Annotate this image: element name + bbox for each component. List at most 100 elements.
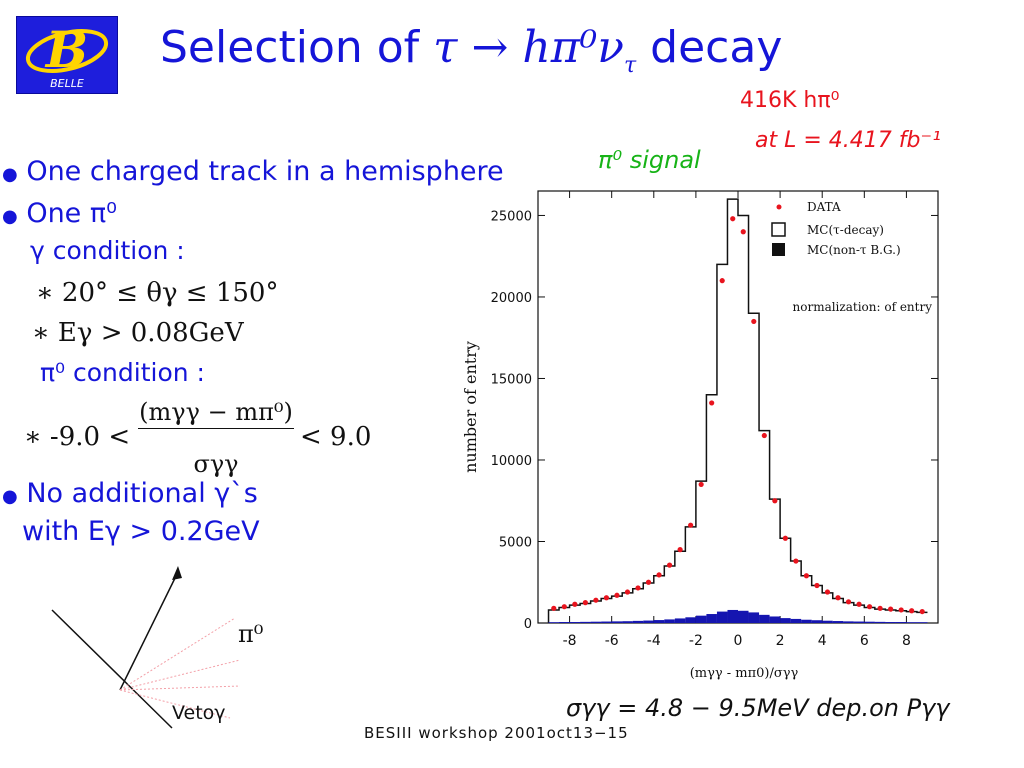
series-data-point <box>898 607 904 613</box>
gamma-condition-head: γ condition : <box>30 236 185 265</box>
footer: BESIII workshop 2001oct13−15 <box>364 724 629 742</box>
series-data-point <box>909 608 915 614</box>
series-data-point <box>845 599 852 605</box>
series-mc-bg-bar <box>716 611 728 623</box>
belle-logo-icon: B BELLE <box>25 20 109 90</box>
series-mc-bg-bar <box>601 621 612 623</box>
pi0-condition-numerator: (mγγ − mπ⁰) <box>138 398 294 429</box>
pi0-diagram-label: π⁰ <box>238 620 264 648</box>
series-data-point <box>793 558 799 564</box>
series-mc-bg-bar <box>653 620 665 623</box>
series-mc-bg-bar <box>664 619 675 623</box>
bullet-dot-icon: ● <box>2 206 18 227</box>
series-mc-bg-bar <box>590 621 602 623</box>
series-mc-bg-bar <box>906 622 917 623</box>
series-data-point <box>803 573 810 579</box>
pi0-direction-line <box>119 571 179 691</box>
pi0-condition-rhs: < 9.0 <box>300 422 372 452</box>
series-mc-bg-bar <box>822 620 833 623</box>
gamma-angle-condition: ∗ 20° ≤ θγ ≤ 150° <box>36 278 279 308</box>
bullet-dot-icon: ● <box>2 486 18 507</box>
legend-data: DATA <box>807 200 841 214</box>
legend-marker-mc-bg <box>772 243 785 256</box>
series-mc-bg-bar <box>611 621 623 623</box>
series-mc-bg-bar <box>643 620 654 623</box>
series-mc-bg-bar <box>801 619 812 623</box>
y-tick-label: 20000 <box>491 291 532 306</box>
pi0-signal-label: π⁰ signal <box>598 146 701 174</box>
series-mc-bg-bar <box>727 609 738 623</box>
x-tick-label: -8 <box>563 633 577 649</box>
x-tick-label: 8 <box>902 633 911 649</box>
series-data-point <box>856 601 862 607</box>
series-data-point <box>740 229 746 235</box>
series-mc-bg-bar <box>569 622 581 623</box>
photon-line <box>119 689 231 719</box>
series-mc-bg-bar <box>811 620 823 623</box>
veto-label: Vetoγ <box>172 702 226 724</box>
series-data-point <box>688 522 694 528</box>
series-data-point <box>824 589 831 595</box>
legend-marker-data <box>776 204 782 210</box>
series-mc-bg-bar <box>674 618 686 623</box>
series-data-point <box>635 585 641 591</box>
x-tick-label: -6 <box>605 633 619 649</box>
pi0-condition-head: π⁰ condition : <box>40 358 205 387</box>
title-main: Selection of <box>160 22 420 73</box>
series-data-point <box>877 605 883 611</box>
series-mc-bg-bar <box>895 622 907 623</box>
series-mc-bg-bar <box>759 614 770 623</box>
series-data-point <box>582 600 588 606</box>
veto-diagram <box>51 566 241 729</box>
title-decay: τ → hπ⁰ν <box>433 22 624 73</box>
series-mc-bg-bar <box>738 610 749 623</box>
svg-text:BELLE: BELLE <box>50 77 84 90</box>
legend-mc-bg: MC(non-τ B.G.) <box>807 243 901 257</box>
y-tick-label: 0 <box>524 617 532 632</box>
series-mc-bg-bar <box>780 618 791 623</box>
y-tick-label: 25000 <box>491 209 532 224</box>
series-data-point <box>624 589 631 595</box>
x-tick-label: 0 <box>734 633 743 649</box>
legend-marker-mc-tau <box>771 222 786 237</box>
series-data-point <box>772 498 778 504</box>
arrow-head-icon <box>172 566 182 580</box>
bullet-no-additional: ● No additional γ`s <box>2 478 258 509</box>
bullet-dot-icon: ● <box>2 164 18 185</box>
y-tick-label: 15000 <box>491 372 532 387</box>
series-data-point <box>782 535 788 541</box>
photon-line <box>119 617 236 691</box>
pi0-condition-denominator: σγγ <box>193 450 239 478</box>
sigma-resolution-note: σγγ = 4.8 − 9.5MeV dep.on Pγγ <box>566 694 950 722</box>
y-tick-label: 5000 <box>499 535 532 550</box>
belle-logo: B BELLE <box>16 16 118 94</box>
legend-mc-tau: MC(τ-decay) <box>807 223 884 237</box>
y-tick-label: 10000 <box>491 454 532 469</box>
series-data-point <box>751 318 757 325</box>
series-data-point <box>593 597 599 603</box>
x-tick-label: -4 <box>647 633 661 649</box>
series-mc-bg-bar <box>853 621 865 623</box>
series-mc-bg-bar <box>790 618 802 623</box>
series-mc-bg-bar <box>916 622 928 623</box>
series-data-point <box>835 595 841 601</box>
series-data-point <box>666 562 673 568</box>
charged-track-line <box>51 609 173 729</box>
photon-line <box>119 685 241 691</box>
series-data-point <box>614 592 620 598</box>
normalization-note: normalization: of entry <box>793 300 933 314</box>
series-data-point <box>603 595 610 601</box>
bullet-one-pi0: ● One π⁰ <box>2 198 117 229</box>
series-mc-bg-bar <box>874 621 886 623</box>
series-mc-bg-bar <box>685 617 696 623</box>
series-data-point <box>866 604 873 610</box>
series-data-point <box>730 216 736 222</box>
series-mc-bg-bar <box>769 616 781 623</box>
series-data-point <box>698 481 704 488</box>
stats-luminosity: at L = 4.417 fb⁻¹ <box>755 128 941 153</box>
series-data-point <box>551 605 557 611</box>
x-tick-label: 2 <box>776 633 785 649</box>
series-data-point <box>814 582 820 589</box>
series-data-point <box>888 606 894 612</box>
